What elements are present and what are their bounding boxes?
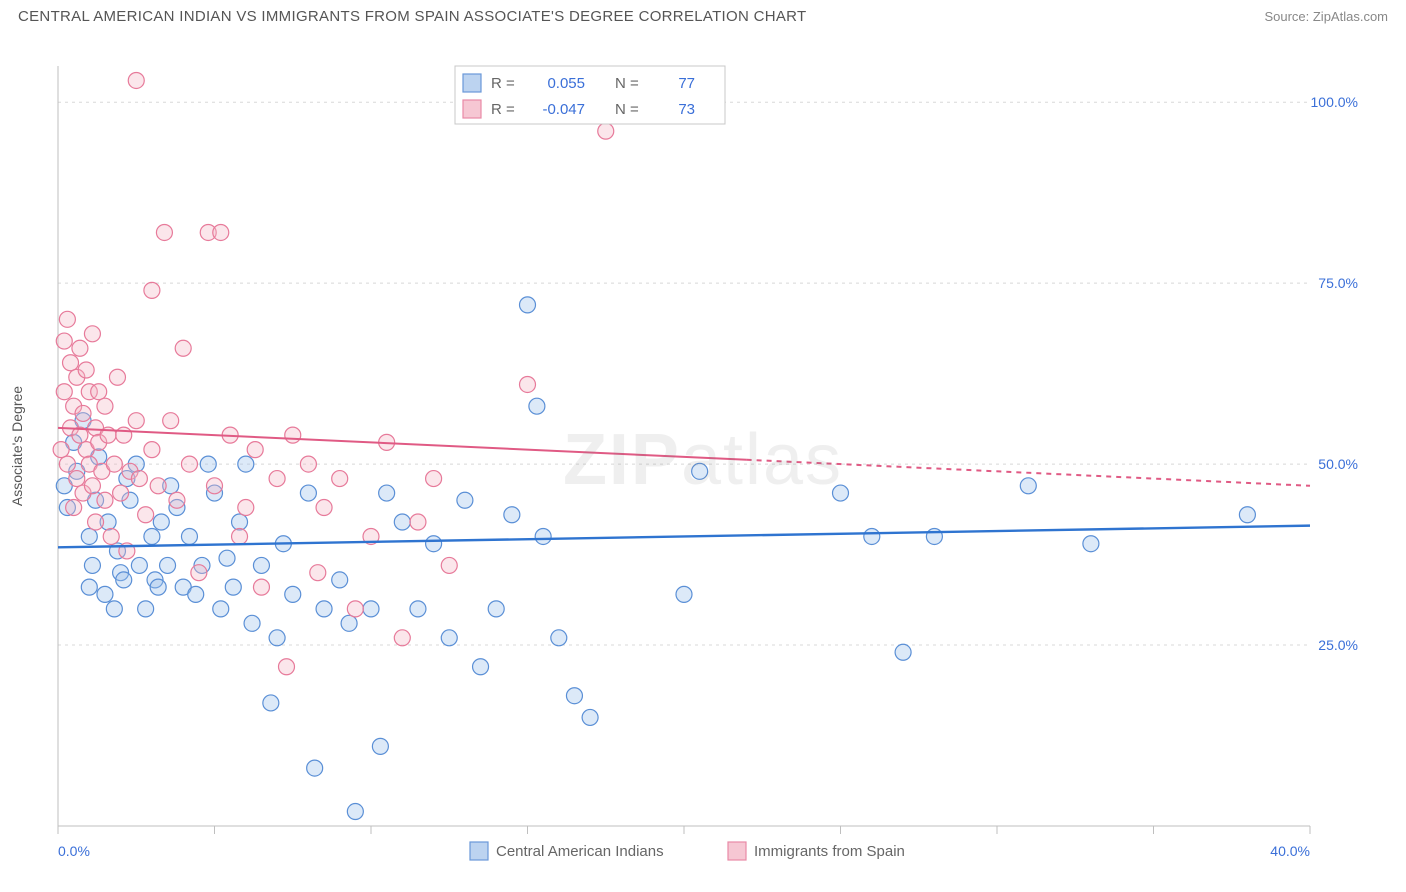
svg-text:100.0%: 100.0% <box>1311 94 1358 110</box>
source-label: Source: ZipAtlas.com <box>1264 9 1388 24</box>
svg-text:40.0%: 40.0% <box>1270 843 1310 859</box>
svg-text:Associate's Degree: Associate's Degree <box>9 386 25 506</box>
svg-text:0.055: 0.055 <box>547 75 585 92</box>
svg-text:25.0%: 25.0% <box>1318 637 1358 653</box>
svg-text:50.0%: 50.0% <box>1318 456 1358 472</box>
svg-text:Central American Indians: Central American Indians <box>496 843 664 860</box>
svg-text:Immigrants from Spain: Immigrants from Spain <box>754 843 905 860</box>
svg-text:73: 73 <box>678 101 695 118</box>
correlation-scatter-chart: 25.0% 50.0% 75.0% 100.0% 0.0% 40.0% Associate'… <box>0 36 1406 892</box>
svg-text:77: 77 <box>678 75 695 92</box>
svg-text:0.0%: 0.0% <box>58 843 90 859</box>
svg-text:R =: R = <box>491 101 515 118</box>
chart-container: 25.0% 50.0% 75.0% 100.0% 0.0% 40.0% Associate'… <box>0 36 1406 892</box>
svg-text:75.0%: 75.0% <box>1318 275 1358 291</box>
svg-text:R =: R = <box>491 75 515 92</box>
svg-text:N =: N = <box>615 101 639 118</box>
chart-title: CENTRAL AMERICAN INDIAN VS IMMIGRANTS FR… <box>18 8 806 25</box>
svg-text:-0.047: -0.047 <box>542 101 585 118</box>
svg-text:N =: N = <box>615 75 639 92</box>
